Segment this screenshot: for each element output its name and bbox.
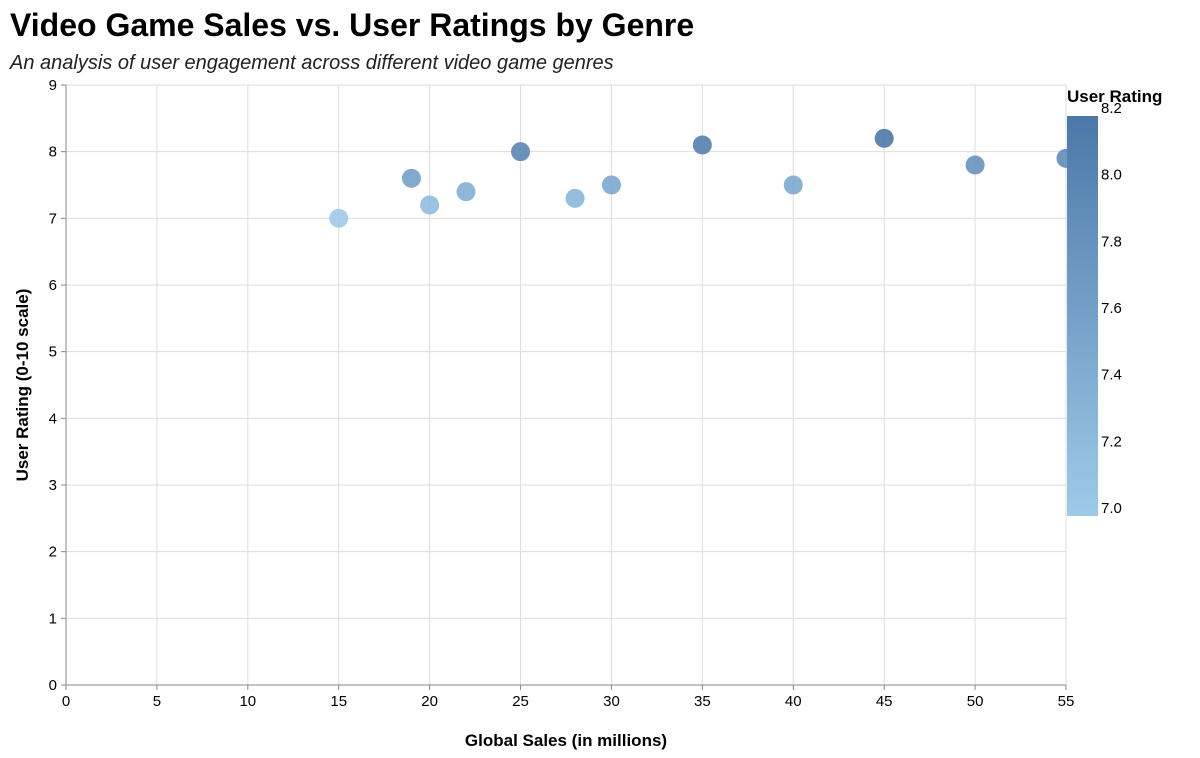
grid (65, 84, 1067, 686)
scatter-point (456, 182, 476, 202)
x-tick-label: 10 (239, 693, 256, 710)
color-legend: User Rating 7.0 7.2 7.4 7.6 7.8 8.0 8.2 (1067, 87, 1162, 517)
scatter-point (783, 175, 803, 195)
y-tick-label: 2 (49, 544, 57, 561)
legend-tick-label: 8.2 (1101, 100, 1122, 117)
x-tick-label: 20 (421, 693, 438, 710)
scatter-point (965, 155, 985, 175)
x-tick-label: 50 (967, 693, 984, 710)
x-tick-label: 25 (512, 693, 529, 710)
x-axis-title: Global Sales (in millions) (465, 731, 667, 750)
x-tick-label: 5 (153, 693, 161, 710)
x-tick-label: 40 (785, 693, 802, 710)
x-tick-label: 45 (876, 693, 893, 710)
x-tick-label: 0 (62, 693, 70, 710)
y-tick-label: 7 (49, 210, 57, 227)
data-points (329, 128, 1076, 228)
scatter-point (511, 142, 531, 162)
y-tick-label: 3 (49, 477, 57, 494)
legend-tick-label: 7.0 (1101, 500, 1122, 517)
y-tick-label: 1 (49, 610, 57, 627)
x-tick-label: 15 (330, 693, 347, 710)
y-tick-label: 5 (49, 344, 57, 361)
legend-tick-label: 7.4 (1101, 367, 1122, 384)
scatter-point (420, 195, 440, 215)
y-tick-label: 0 (49, 677, 57, 694)
scatter-point (692, 135, 712, 155)
legend-tick-label: 7.2 (1101, 433, 1122, 450)
scatter-point (329, 208, 349, 228)
scatter-point (874, 128, 894, 148)
legend-title: User Rating (1067, 87, 1162, 106)
legend-tick-label: 8.0 (1101, 167, 1122, 184)
x-tick-label: 30 (603, 693, 620, 710)
x-tick-label: 35 (694, 693, 711, 710)
y-tick-label: 9 (49, 77, 57, 94)
scatter-point (565, 188, 585, 208)
scatter-point (601, 175, 621, 195)
chart-title: Video Game Sales vs. User Ratings by Gen… (10, 7, 694, 43)
x-tick-label: 55 (1058, 693, 1075, 710)
scatter-point (401, 168, 421, 188)
y-tick-label: 4 (49, 410, 57, 427)
legend-tick-label: 7.8 (1101, 233, 1122, 250)
y-axis-title: User Rating (0-10 scale) (13, 289, 32, 482)
y-tick-label: 8 (49, 144, 57, 161)
y-tick-label: 6 (49, 277, 57, 294)
legend-tick-label: 7.6 (1101, 300, 1122, 317)
chart-subtitle: An analysis of user engagement across di… (9, 52, 614, 74)
legend-labels: 7.0 7.2 7.4 7.6 7.8 8.0 8.2 (1101, 100, 1122, 517)
legend-gradient-bar (1067, 116, 1098, 516)
